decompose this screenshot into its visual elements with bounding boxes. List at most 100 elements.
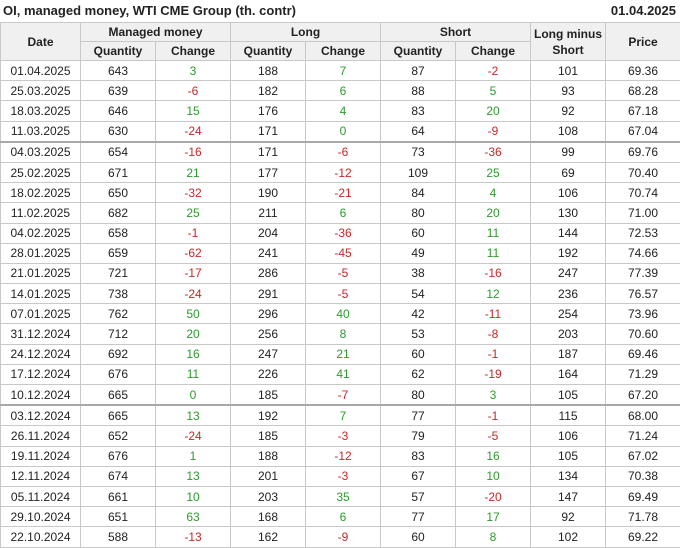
table-cell: 88: [380, 80, 457, 102]
header-cell: Price: [605, 22, 680, 61]
table-cell: 665: [80, 384, 156, 406]
change-cell: 4: [304, 100, 382, 122]
table-cell: 164: [530, 363, 607, 386]
table-cell: 70.38: [605, 465, 680, 487]
change-cell: 16: [155, 343, 231, 365]
table-cell: 658: [80, 222, 156, 244]
table-row: 31.12.2024 712 20 256 8 53 -8 203 70.60: [0, 323, 680, 345]
change-cell: -45: [304, 242, 382, 264]
table-cell: 60: [380, 526, 457, 548]
table-row: 24.12.2024 692 16 247 21 60 -1 187 69.46: [0, 343, 680, 365]
table-row: 14.01.2025 738 -24 291 -5 54 12 236 76.57: [0, 283, 680, 305]
table-row: 25.02.2025 671 21 177 -12 109 25 69 70.40: [0, 161, 680, 184]
table-cell: 192: [530, 242, 607, 264]
change-cell: -9: [455, 120, 532, 143]
change-cell: 11: [455, 222, 532, 244]
table-cell: 69.49: [605, 485, 680, 508]
change-cell: 12: [455, 283, 532, 305]
change-cell: -17: [155, 262, 231, 285]
table-cell: 03.12.2024: [0, 404, 81, 427]
change-cell: 3: [155, 59, 231, 82]
table-cell: 60: [380, 222, 457, 244]
table-cell: 38: [380, 262, 457, 285]
table-cell: 25.02.2025: [0, 161, 81, 184]
table-cell: 256: [230, 323, 306, 345]
change-cell: -36: [304, 222, 382, 244]
header-cell: Long: [229, 22, 382, 42]
table-row: 25.03.2025 639 -6 182 6 88 5 93 68.28: [0, 80, 680, 102]
table-cell: 72.53: [605, 222, 680, 244]
table-cell: 665: [80, 404, 156, 427]
table-cell: 144: [530, 222, 607, 244]
change-cell: -12: [304, 161, 382, 184]
table-cell: 201: [230, 465, 306, 487]
table-cell: 57: [380, 485, 457, 508]
table-cell: 01.04.2025: [0, 59, 81, 82]
table-cell: 286: [230, 262, 306, 285]
table-cell: 69.46: [605, 343, 680, 365]
change-cell: 15: [155, 100, 231, 122]
table-row: 03.12.2024 665 13 192 7 77 -1 115 68.00: [0, 404, 680, 427]
change-cell: 20: [155, 323, 231, 345]
table-row: 12.11.2024 674 13 201 -3 67 10 134 70.38: [0, 465, 680, 487]
change-cell: 6: [304, 202, 382, 224]
change-cell: 4: [455, 182, 532, 204]
change-cell: -16: [155, 140, 231, 163]
table-cell: 69.36: [605, 59, 680, 82]
change-cell: -20: [455, 485, 532, 508]
table-cell: 204: [230, 222, 306, 244]
table-row: 21.01.2025 721 -17 286 -5 38 -16 247 77.39: [0, 262, 680, 285]
table-cell: 102: [530, 526, 607, 548]
table-row: 26.11.2024 652 -24 185 -3 79 -5 106 71.24: [0, 425, 680, 447]
table-cell: 674: [80, 465, 156, 487]
change-cell: 10: [155, 485, 231, 508]
table-cell: 54: [380, 283, 457, 305]
table-cell: 26.11.2024: [0, 425, 81, 447]
change-cell: 21: [304, 343, 382, 365]
header-cell: Quantity: [380, 41, 457, 61]
table-cell: 42: [380, 303, 457, 325]
table-row: 18.02.2025 650 -32 190 -21 84 4 106 70.74: [0, 182, 680, 204]
header-cell: Managed money: [80, 22, 231, 42]
table-cell: 130: [530, 202, 607, 224]
change-cell: 6: [304, 80, 382, 102]
table-cell: 177: [230, 161, 306, 184]
report-date: 01.04.2025: [610, 3, 676, 18]
title: OI, managed money, WTI CME Group (th. co…: [3, 3, 296, 18]
table-cell: 73: [380, 140, 457, 163]
change-cell: 0: [155, 384, 231, 406]
table-cell: 83: [380, 100, 457, 122]
change-cell: -3: [304, 465, 382, 487]
table-cell: 254: [530, 303, 607, 325]
table-cell: 247: [230, 343, 306, 365]
table-cell: 247: [530, 262, 607, 285]
table-cell: 67.02: [605, 445, 680, 467]
table-cell: 721: [80, 262, 156, 285]
table-cell: 676: [80, 363, 156, 386]
change-cell: -12: [304, 445, 382, 467]
table-cell: 639: [80, 80, 156, 102]
table-cell: 106: [530, 182, 607, 204]
header-cell: Date: [0, 22, 81, 61]
table-cell: 236: [530, 283, 607, 305]
table-cell: 134: [530, 465, 607, 487]
change-cell: 25: [455, 161, 532, 184]
table-cell: 71.00: [605, 202, 680, 224]
table-cell: 99: [530, 140, 607, 163]
table-cell: 226: [230, 363, 306, 386]
table-cell: 203: [530, 323, 607, 345]
table-cell: 712: [80, 323, 156, 345]
table-cell: 12.11.2024: [0, 465, 81, 487]
table-row: 17.12.2024 676 11 226 41 62 -19 164 71.29: [0, 363, 680, 386]
table-cell: 73.96: [605, 303, 680, 325]
header-cell: Change: [304, 41, 382, 61]
table-cell: 105: [530, 384, 607, 406]
table-row: 11.03.2025 630 -24 171 0 64 -9 108 67.04: [0, 120, 680, 143]
change-cell: -16: [455, 262, 532, 285]
table-row: 04.02.2025 658 -1 204 -36 60 11 144 72.53: [0, 222, 680, 244]
change-cell: -8: [455, 323, 532, 345]
header-cell: Change: [155, 41, 231, 61]
change-cell: 50: [155, 303, 231, 325]
table-cell: 643: [80, 59, 156, 82]
header-cell: Change: [455, 41, 532, 61]
